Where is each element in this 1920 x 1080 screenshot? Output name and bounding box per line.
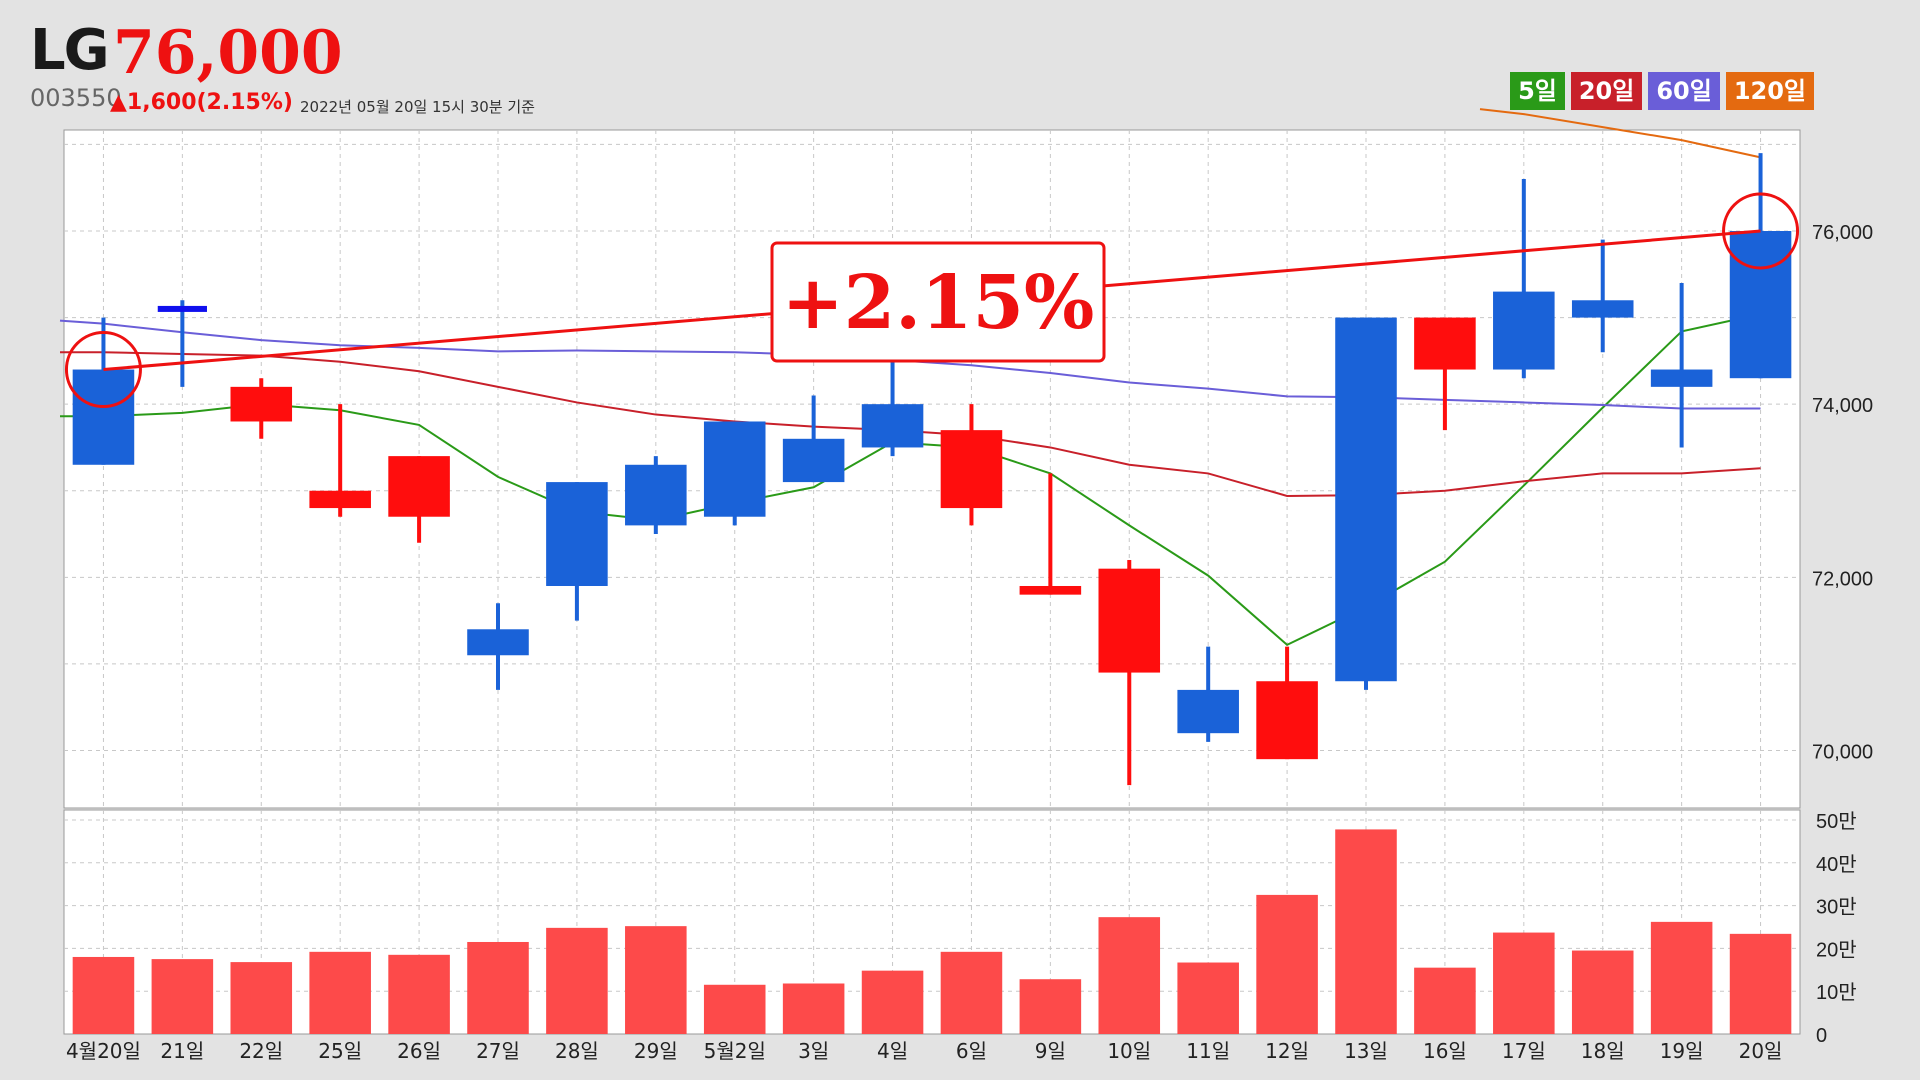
volume-tick-label: 20만 [1816,938,1857,961]
volume-tick-label: 50만 [1816,810,1857,833]
volume-tick-label: 10만 [1816,981,1857,1004]
volume-bar [1098,917,1161,1034]
candle-body [782,438,845,483]
candle-body [703,421,766,517]
volume-bar [940,951,1003,1034]
x-tick-label: 16일 [1423,1039,1467,1063]
x-tick-label: 13일 [1344,1039,1388,1063]
volume-tick-label: 0 [1816,1025,1827,1047]
legend-ma5[interactable]: 5일 [1510,72,1565,110]
candle-body [546,482,608,586]
volume-bar [309,951,371,1034]
candle-body [1414,317,1476,370]
candle-body [157,305,207,312]
end-circle [1722,192,1800,270]
volume-bar [1335,829,1397,1034]
candle-body [1650,369,1713,387]
volume-tick-label: 30만 [1816,896,1857,919]
candle-body [72,369,135,465]
stock-code: 003550 [30,84,122,112]
volume-bar [151,959,214,1034]
price-tick-label: 70,000 [1812,742,1873,764]
candle-body [467,629,529,656]
candle-body [309,490,371,509]
volume-bar [1493,932,1555,1034]
start-circle [64,331,142,409]
candle-body [1493,291,1555,370]
volume-bar [782,983,845,1034]
x-tick-label: 11일 [1186,1039,1230,1063]
x-tick-label: 10일 [1107,1039,1151,1063]
x-tick-label: 27일 [476,1039,520,1063]
candle-body [940,430,1003,509]
legend-ma20[interactable]: 20일 [1570,72,1643,110]
x-tick-label: 3일 [798,1039,829,1063]
x-tick-label: 19일 [1660,1039,1704,1063]
x-tick-label: 5월2일 [704,1039,766,1063]
x-tick-label: 22일 [239,1039,283,1063]
legend-ma120[interactable]: 120일 [1725,72,1814,110]
x-tick-label: 18일 [1581,1039,1625,1063]
x-tick-label: 9일 [1035,1039,1066,1063]
volume-bar [1019,979,1082,1034]
price-tick-label: 74,000 [1812,395,1873,417]
x-tick-label: 4월20일 [66,1039,141,1063]
candle-body [1571,300,1634,318]
timestamp: 2022년 05월 20일 15시 30분 기준 [300,98,535,116]
volume-bar [1414,967,1476,1034]
volume-bar [467,941,529,1034]
volume-bar [1650,921,1713,1034]
ma-line-4 [1479,108,1761,159]
candle-body [388,456,450,517]
candle-body [1098,568,1161,673]
volume-bar [861,970,924,1034]
candle-body [1019,585,1082,595]
candle-body [1335,317,1397,682]
current-price: 76,000 [113,18,343,88]
volume-bar [625,926,687,1034]
x-tick-label: 20일 [1739,1039,1783,1063]
volume-bar [1177,962,1239,1034]
x-tick-label: 4일 [877,1039,908,1063]
candle-body [1256,681,1318,760]
x-tick-label: 29일 [634,1039,678,1063]
volume-bar [546,927,608,1034]
volume-bar [72,956,135,1034]
candle-body [1729,231,1792,379]
annotation-label: +2.15% [782,260,1095,346]
volume-bar [1729,933,1792,1034]
price-tick-label: 72,000 [1812,568,1873,590]
x-tick-label: 6일 [956,1039,987,1063]
candle-body [861,404,924,448]
x-tick-label: 25일 [318,1039,362,1063]
x-tick-label: 17일 [1502,1039,1546,1063]
volume-bar [703,984,766,1034]
price-change: ▲1,600(2.15%) [110,90,293,115]
stock-name: LG [30,18,110,83]
x-tick-label: 26일 [397,1039,441,1063]
volume-tick-label: 40만 [1816,853,1857,876]
candle-body [625,464,687,526]
ma-legend: 5일 20일 60일 120일 [1510,72,1814,110]
price-tick-label: 76,000 [1812,222,1873,244]
x-tick-label: 28일 [555,1039,599,1063]
volume-bar [388,954,450,1034]
candle-body [230,386,293,422]
x-tick-label: 21일 [160,1039,204,1063]
candle-body [1177,689,1239,734]
annotation-box [770,241,1106,363]
x-tick-label: 12일 [1265,1039,1309,1063]
volume-bar [1571,950,1634,1034]
legend-ma60[interactable]: 60일 [1648,72,1720,110]
volume-bar [1256,894,1318,1034]
volume-bar [230,962,293,1034]
